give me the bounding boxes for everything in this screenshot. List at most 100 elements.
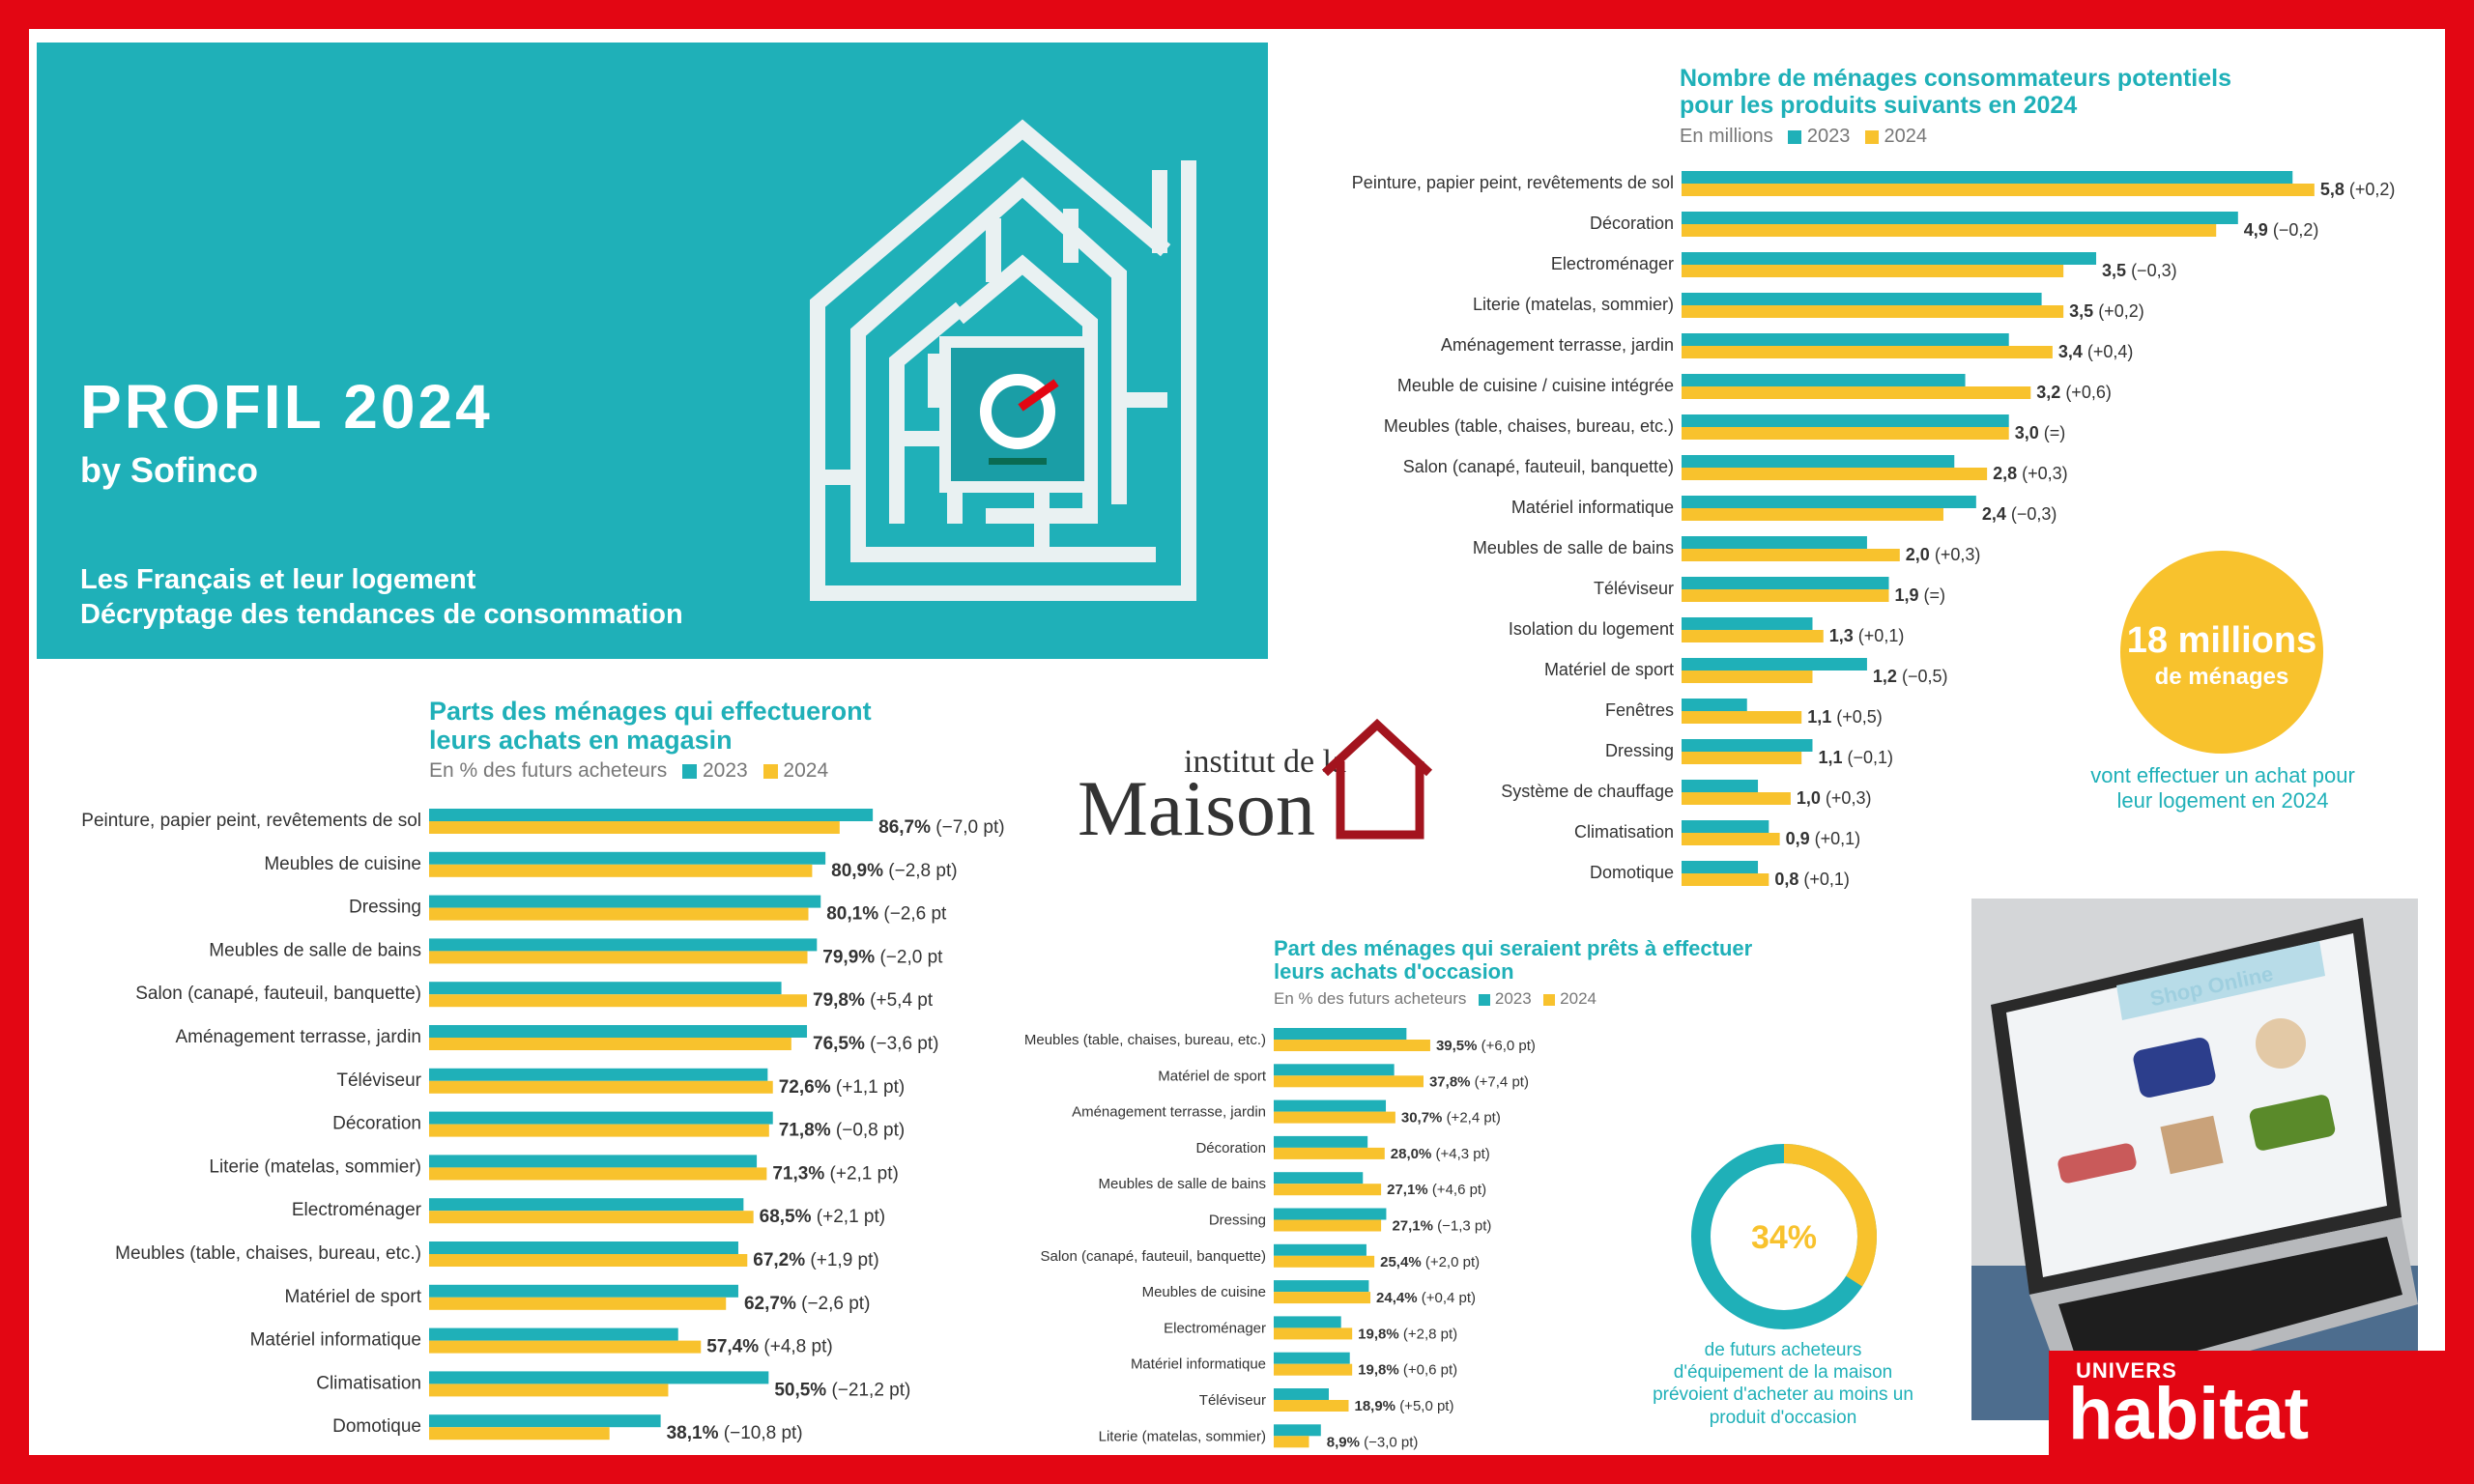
bar-2023 bbox=[429, 1371, 769, 1384]
bar-2024 bbox=[1682, 305, 2064, 318]
bar-2023 bbox=[1274, 1099, 1387, 1112]
callout-caption: vont effectuer un achat pour leur logeme… bbox=[2090, 763, 2355, 813]
value-label: 71,8% (−0,8 pt) bbox=[779, 1121, 905, 1141]
bar-2023 bbox=[1682, 739, 1813, 752]
chart3-legend-2023: 2023 bbox=[1494, 989, 1532, 1008]
value-label: 3,0 (=) bbox=[2015, 423, 2066, 442]
value-label: 76,5% (−3,6 pt) bbox=[813, 1034, 938, 1054]
chart1-subtitle-row: En millions 2023 2024 bbox=[1680, 126, 1927, 148]
value-label: 27,1% (+4,6 pt) bbox=[1387, 1182, 1486, 1198]
value-label: 2,0 (+0,3) bbox=[1906, 545, 1981, 564]
bar-2024 bbox=[1682, 711, 1802, 724]
bar-2023 bbox=[1682, 252, 2097, 265]
chart3-bars: Meubles (table, chaises, bureau, etc.) 39… bbox=[1024, 1028, 1536, 1450]
households-circle: 18 millions de ménages bbox=[2120, 551, 2323, 754]
category-label: Dressing bbox=[1605, 741, 1674, 760]
bar-2024 bbox=[1274, 1219, 1382, 1232]
bar-2023 bbox=[1682, 455, 1955, 468]
bar-2023 bbox=[1274, 1316, 1341, 1328]
bar-2024 bbox=[1274, 1292, 1371, 1304]
bar-2023 bbox=[1682, 699, 1747, 711]
bar-2024 bbox=[1274, 1040, 1430, 1051]
category-label: Aménagement terrasse, jardin bbox=[1072, 1104, 1266, 1121]
laptop-photo: Shop Online bbox=[1971, 899, 2418, 1420]
category-label: Domotique bbox=[332, 1416, 421, 1437]
bar-2024 bbox=[429, 951, 808, 964]
bar-2024 bbox=[429, 1384, 669, 1397]
bar-2023 bbox=[429, 1284, 738, 1298]
value-label: 67,2% (+1,9 pt) bbox=[753, 1250, 878, 1270]
category-label: Electroménager bbox=[292, 1200, 422, 1220]
bar-2023 bbox=[429, 1155, 758, 1168]
category-label: Salon (canapé, fauteuil, banquette) bbox=[1403, 457, 1674, 476]
bar-2024 bbox=[429, 864, 813, 877]
category-label: Décoration bbox=[1590, 214, 1674, 233]
category-label: Electroménager bbox=[1551, 254, 1674, 273]
category-label: Matériel informatique bbox=[250, 1330, 421, 1351]
category-label: Meubles de salle de bains bbox=[1473, 538, 1674, 557]
value-label: 19,8% (+0,6 pt) bbox=[1358, 1362, 1457, 1379]
bar-2023 bbox=[1682, 171, 2293, 184]
bar-2024 bbox=[1682, 184, 2315, 196]
value-label: 72,6% (+1,1 pt) bbox=[779, 1077, 905, 1098]
bar-2024 bbox=[1274, 1111, 1395, 1124]
bar-2024 bbox=[429, 1124, 769, 1137]
value-label: 2,8 (+0,3) bbox=[1993, 464, 2068, 483]
bar-2023 bbox=[1682, 374, 1966, 386]
callout-small: de ménages bbox=[2154, 664, 2289, 690]
bar-2024 bbox=[1274, 1436, 1309, 1448]
category-label: Electroménager bbox=[1164, 1320, 1266, 1336]
category-label: Fenêtres bbox=[1605, 700, 1674, 720]
bar-2023 bbox=[1274, 1388, 1329, 1400]
value-label: 1,3 (+0,1) bbox=[1829, 626, 1905, 645]
value-label: 3,2 (+0,6) bbox=[2036, 383, 2112, 402]
value-label: 38,1% (−10,8 pt) bbox=[667, 1423, 803, 1443]
bar-2024 bbox=[429, 1297, 727, 1310]
category-label: Peinture, papier peint, revêtements de s… bbox=[81, 811, 421, 831]
chart2-title-line1: Parts des ménages qui effectueront bbox=[429, 697, 872, 726]
bar-2024 bbox=[1682, 386, 2031, 399]
brand-byline: by Sofinco bbox=[80, 450, 259, 490]
legend-2024-swatch bbox=[1543, 993, 1556, 1006]
bar-2024 bbox=[429, 1038, 791, 1050]
bar-2023 bbox=[1274, 1243, 1366, 1256]
hero-subtitle-2: Décryptage des tendances de consommation bbox=[80, 599, 683, 630]
bar-2023 bbox=[429, 851, 826, 865]
bar-2023 bbox=[429, 938, 818, 952]
bar-2024 bbox=[429, 907, 809, 921]
value-label: 50,5% (−21,2 pt) bbox=[774, 1380, 910, 1400]
bar-2023 bbox=[1682, 212, 2238, 224]
bar-2024 bbox=[429, 1427, 610, 1441]
bar-2023 bbox=[1682, 577, 1889, 589]
category-label: Matériel informatique bbox=[1511, 498, 1674, 517]
chart1-subtitle: En millions bbox=[1680, 126, 1773, 147]
chart3-title-line1: Part des ménages qui seraient prêts à ef… bbox=[1274, 936, 1753, 960]
bar-2024 bbox=[1682, 671, 1813, 683]
bar-2024 bbox=[429, 821, 840, 834]
legend-2024-swatch bbox=[762, 763, 778, 779]
bar-2023 bbox=[1682, 293, 2042, 305]
secondhand-donut: 34% bbox=[1691, 1144, 1877, 1329]
bar-2024 bbox=[1682, 873, 1769, 886]
callout-big: 18 millions bbox=[2126, 620, 2317, 661]
bar-2023 bbox=[429, 1327, 678, 1341]
value-label: 25,4% (+2,0 pt) bbox=[1380, 1254, 1480, 1270]
bar-2023 bbox=[1682, 861, 1759, 873]
bar-2024 bbox=[1682, 224, 2217, 237]
value-label: 79,8% (+5,4 pt bbox=[813, 990, 934, 1011]
category-label: Meubles de cuisine bbox=[264, 854, 421, 874]
value-label: 5,8 (+0,2) bbox=[2320, 180, 2396, 199]
value-label: 8,9% (−3,0 pt) bbox=[1327, 1434, 1419, 1450]
category-label: Aménagement terrasse, jardin bbox=[175, 1027, 421, 1047]
bar-2024 bbox=[1682, 427, 2009, 440]
bar-2024 bbox=[1274, 1147, 1385, 1159]
bar-2023 bbox=[1274, 1064, 1395, 1076]
bar-2024 bbox=[1682, 549, 1900, 561]
chart1-bars: Peinture, papier peint, revêtements de s… bbox=[1352, 171, 2396, 889]
category-label: Matériel de sport bbox=[284, 1287, 421, 1307]
legend-2024-swatch bbox=[1864, 129, 1879, 144]
legend-2023-swatch bbox=[1479, 993, 1491, 1006]
bar-2023 bbox=[1682, 333, 2009, 346]
bar-2024 bbox=[1682, 468, 1988, 480]
